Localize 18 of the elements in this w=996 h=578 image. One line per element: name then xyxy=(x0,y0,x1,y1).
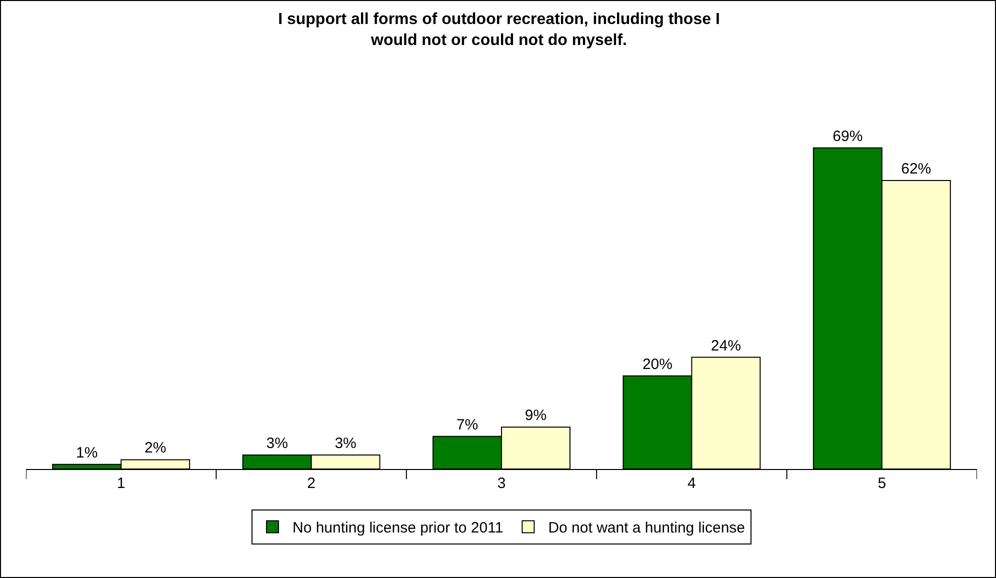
data-label: 9% xyxy=(524,407,547,424)
legend-label: Do not want a hunting license xyxy=(548,520,745,537)
data-label: 62% xyxy=(901,160,932,178)
data-label: 2% xyxy=(144,440,166,457)
x-tick-label: 5 xyxy=(878,475,886,492)
legend-label: No hunting license prior to 2011 xyxy=(292,520,504,537)
data-label: 1% xyxy=(76,444,98,462)
chart-title: I support all forms of outdoor recreation, including those I would not or could not do myself. xyxy=(278,11,720,49)
data-label: 69% xyxy=(832,128,863,145)
data-label: 3% xyxy=(334,435,356,452)
data-label: 7% xyxy=(456,416,478,434)
x-tick-label: 2 xyxy=(307,475,316,492)
x-tick-label: 1 xyxy=(116,475,126,492)
data-label: 20% xyxy=(642,356,672,373)
x-tick-label: 4 xyxy=(688,475,696,492)
data-label: 3% xyxy=(266,435,288,452)
x-tick-label: 3 xyxy=(497,475,506,492)
data-label: 24% xyxy=(710,337,741,354)
